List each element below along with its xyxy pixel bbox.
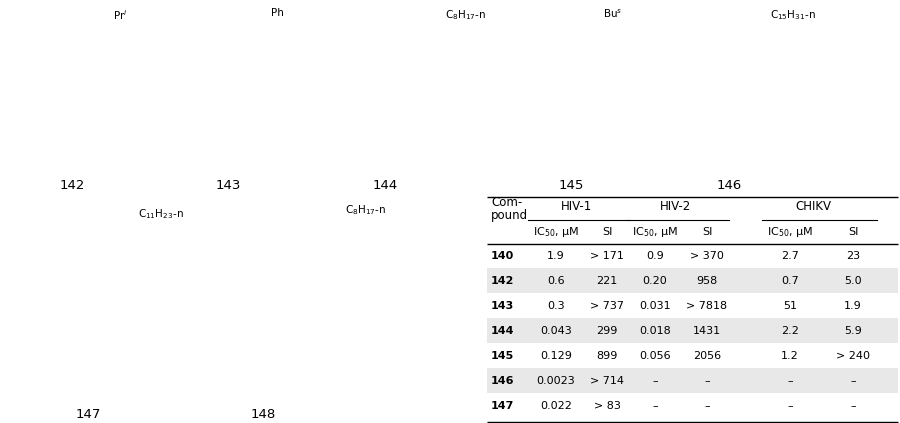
Text: pound: pound — [491, 209, 528, 222]
Bar — [487, 269, 898, 294]
Text: 147: 147 — [76, 408, 101, 421]
Text: 142: 142 — [59, 179, 85, 192]
Text: –: – — [652, 401, 658, 411]
Text: –: – — [704, 401, 710, 411]
Text: 145: 145 — [491, 351, 514, 361]
Text: > 240: > 240 — [836, 351, 870, 361]
Text: SI: SI — [848, 227, 859, 237]
Text: > 737: > 737 — [590, 301, 624, 311]
Text: IC$_{50}$, μM: IC$_{50}$, μM — [632, 225, 678, 239]
Text: 142: 142 — [491, 276, 515, 286]
Text: –: – — [652, 376, 658, 386]
Text: CHIKV: CHIKV — [795, 201, 831, 214]
Text: 899: 899 — [597, 351, 617, 361]
Text: > 370: > 370 — [690, 251, 724, 261]
Text: 0.056: 0.056 — [639, 351, 670, 361]
Text: 0.3: 0.3 — [547, 301, 565, 311]
Text: C$_8$H$_{17}$-n: C$_8$H$_{17}$-n — [345, 203, 386, 217]
Text: 1.9: 1.9 — [844, 301, 862, 311]
Text: –: – — [788, 401, 793, 411]
Text: –: – — [788, 376, 793, 386]
Text: 299: 299 — [597, 326, 617, 336]
Text: 51: 51 — [783, 301, 797, 311]
Text: HIV-1: HIV-1 — [561, 201, 592, 214]
Text: 144: 144 — [491, 326, 515, 336]
Text: 5.0: 5.0 — [844, 276, 862, 286]
Text: 0.043: 0.043 — [540, 326, 572, 336]
Text: Bu$^s$: Bu$^s$ — [603, 8, 623, 20]
Text: 148: 148 — [250, 408, 275, 421]
Text: 5.9: 5.9 — [844, 326, 862, 336]
Text: 144: 144 — [373, 179, 398, 192]
Text: 147: 147 — [491, 401, 515, 411]
Text: Pr$^i$: Pr$^i$ — [113, 8, 128, 22]
Text: 1.9: 1.9 — [547, 251, 565, 261]
Text: 2.2: 2.2 — [781, 326, 799, 336]
Text: 143: 143 — [215, 179, 240, 192]
Text: 146: 146 — [491, 376, 515, 386]
Text: C$_{11}$H$_{23}$-n: C$_{11}$H$_{23}$-n — [138, 207, 184, 221]
Text: 143: 143 — [491, 301, 514, 311]
Bar — [487, 319, 898, 343]
Text: HIV-2: HIV-2 — [660, 201, 691, 214]
Text: 1.2: 1.2 — [781, 351, 799, 361]
Text: 0.031: 0.031 — [639, 301, 670, 311]
Text: 0.9: 0.9 — [646, 251, 664, 261]
Text: 221: 221 — [597, 276, 617, 286]
Text: C$_{15}$H$_{31}$-n: C$_{15}$H$_{31}$-n — [770, 8, 815, 22]
Text: IC$_{50}$, μM: IC$_{50}$, μM — [533, 225, 579, 239]
Text: SI: SI — [602, 227, 612, 237]
Text: –: – — [850, 401, 856, 411]
Text: 1431: 1431 — [693, 326, 721, 336]
Text: SI: SI — [702, 227, 712, 237]
Text: 2056: 2056 — [693, 351, 721, 361]
Text: 958: 958 — [697, 276, 717, 286]
Text: 0.6: 0.6 — [547, 276, 565, 286]
Text: IC$_{50}$, μM: IC$_{50}$, μM — [767, 225, 813, 239]
Text: 2.7: 2.7 — [781, 251, 799, 261]
Text: 0.20: 0.20 — [643, 276, 668, 286]
Text: 140: 140 — [491, 251, 514, 261]
Text: C$_8$H$_{17}$-n: C$_8$H$_{17}$-n — [445, 8, 486, 22]
Text: 145: 145 — [558, 179, 584, 192]
Text: Com-: Com- — [491, 197, 522, 209]
Text: > 171: > 171 — [590, 251, 624, 261]
Text: 0.018: 0.018 — [639, 326, 670, 336]
Text: 0.022: 0.022 — [540, 401, 572, 411]
Text: 0.129: 0.129 — [540, 351, 572, 361]
Text: –: – — [850, 376, 856, 386]
Text: > 83: > 83 — [594, 401, 620, 411]
Text: 23: 23 — [846, 251, 860, 261]
Text: –: – — [704, 376, 710, 386]
Text: 0.0023: 0.0023 — [536, 376, 575, 386]
Text: Ph: Ph — [271, 8, 284, 18]
Text: > 7818: > 7818 — [687, 301, 727, 311]
Text: 0.7: 0.7 — [781, 276, 799, 286]
Text: 146: 146 — [716, 179, 742, 192]
Text: > 714: > 714 — [590, 376, 624, 386]
Bar — [487, 368, 898, 393]
